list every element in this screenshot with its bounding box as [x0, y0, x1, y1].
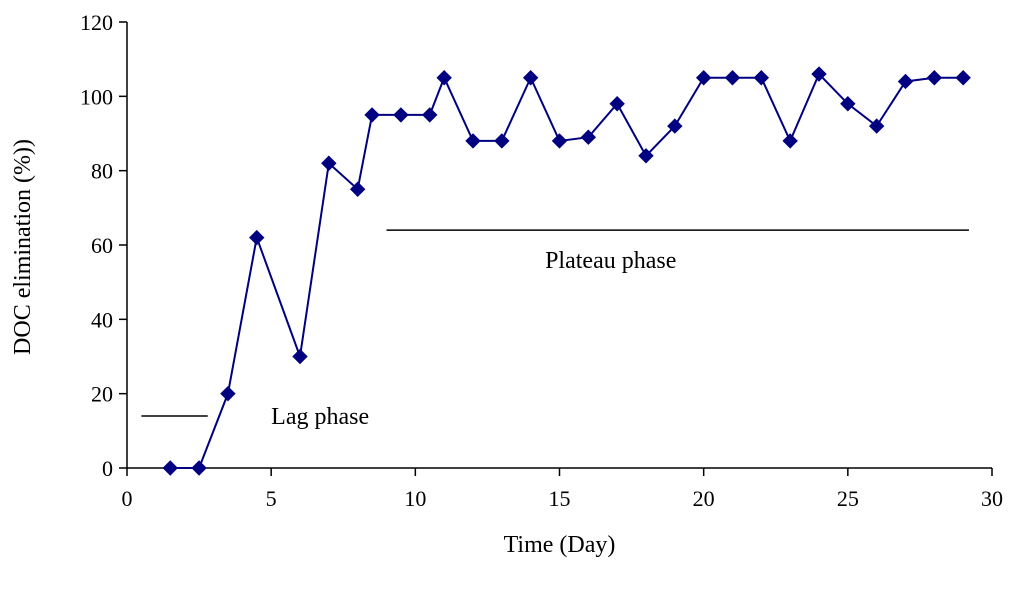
phase-label-0: Lag phase — [271, 404, 369, 430]
data-point — [840, 96, 856, 112]
series-group — [162, 66, 971, 476]
data-point — [249, 229, 265, 246]
data-point — [422, 107, 438, 123]
data-point — [465, 133, 481, 149]
data-point — [782, 133, 798, 149]
y-tick-label: 100 — [80, 84, 113, 109]
x-tick-label: 30 — [981, 486, 1003, 511]
data-point — [349, 181, 366, 197]
data-point — [494, 133, 510, 149]
x-tick-label: 10 — [404, 486, 426, 511]
data-point — [926, 70, 943, 86]
x-tick-label: 20 — [693, 486, 715, 511]
data-point — [191, 460, 207, 476]
data-point — [695, 70, 712, 86]
x-tick-label: 15 — [549, 486, 571, 511]
data-point — [580, 129, 597, 145]
data-point — [753, 70, 770, 86]
data-point — [724, 70, 741, 86]
data-point — [811, 66, 827, 82]
data-point — [364, 107, 380, 123]
data-point — [897, 73, 914, 90]
y-tick-label: 20 — [91, 382, 113, 407]
x-tick-label: 25 — [837, 486, 859, 511]
data-point — [522, 70, 539, 86]
x-tick-label: 0 — [122, 486, 133, 511]
data-point — [292, 348, 308, 365]
y-tick-label: 120 — [80, 10, 113, 35]
data-point — [955, 70, 971, 86]
phase-label-1: Plateau phase — [545, 248, 676, 274]
y-tick-label: 80 — [91, 159, 113, 184]
annotations: Lag phase Plateau phase — [141, 229, 969, 430]
data-point — [321, 155, 337, 171]
data-point — [162, 460, 178, 476]
data-point — [638, 148, 654, 164]
y-axis-title: DOC elimination (%)) — [10, 139, 36, 355]
y-tick-label: 60 — [91, 233, 113, 258]
x-tick-label: 5 — [266, 486, 277, 511]
y-tick-label: 40 — [91, 307, 113, 332]
data-point — [393, 107, 409, 123]
data-point — [868, 118, 885, 134]
data-point — [220, 385, 236, 402]
axes: 0 20 40 60 80 100 120 0 5 10 15 20 25 30 — [80, 10, 1003, 511]
data-point — [436, 70, 452, 86]
x-axis-title: Time (Day) — [504, 532, 616, 558]
y-tick-label: 0 — [102, 456, 113, 481]
data-point — [551, 133, 568, 149]
data-point — [667, 118, 683, 134]
data-point — [609, 96, 625, 112]
